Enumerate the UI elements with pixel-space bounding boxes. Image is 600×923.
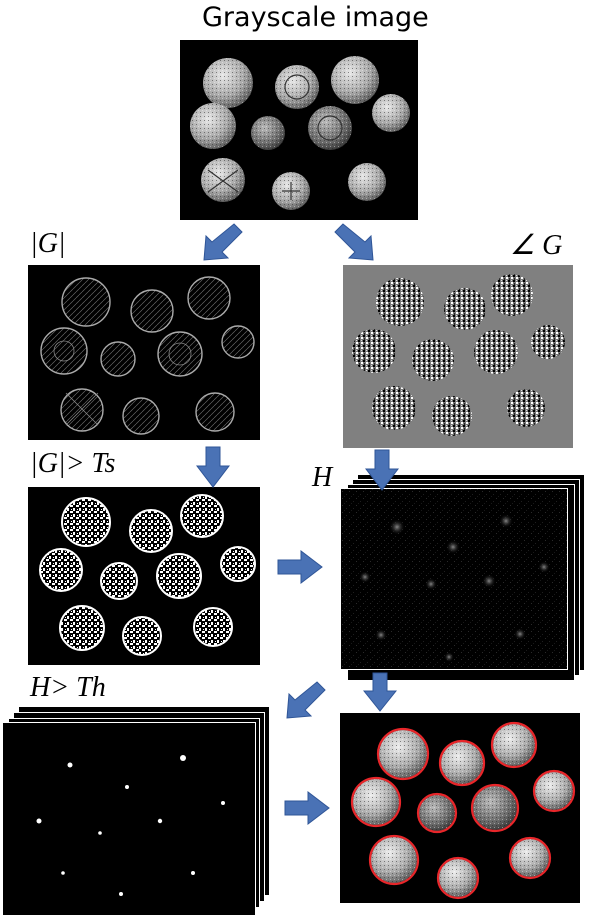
arrow-down-left-icon xyxy=(286,681,326,719)
g-magnitude-label: |G| xyxy=(30,228,66,259)
grayscale-image xyxy=(180,40,418,220)
g-angle-label: ∠ G xyxy=(510,230,563,261)
arrow-down-left-icon xyxy=(203,223,243,261)
arrow-right-icon xyxy=(284,791,330,825)
h-label: H xyxy=(312,462,333,493)
thresholded-gradient-image xyxy=(28,487,260,665)
arrow-down-right-icon xyxy=(334,223,374,261)
gradient-angle-image xyxy=(343,265,573,448)
h-threshold-label: H> Th xyxy=(30,672,106,703)
g-threshold-label: |G|> Ts xyxy=(30,448,116,479)
arrow-right-icon xyxy=(277,550,323,584)
arrow-down-icon xyxy=(363,672,397,712)
grayscale-title: Grayscale image xyxy=(202,2,429,33)
hough-accumulator-image xyxy=(340,488,568,670)
gradient-magnitude-image xyxy=(28,265,260,440)
arrow-down-icon xyxy=(365,449,399,491)
detected-coins-image xyxy=(340,713,580,903)
thresholded-accumulator-image xyxy=(2,722,256,916)
arrow-down-icon xyxy=(196,446,230,488)
